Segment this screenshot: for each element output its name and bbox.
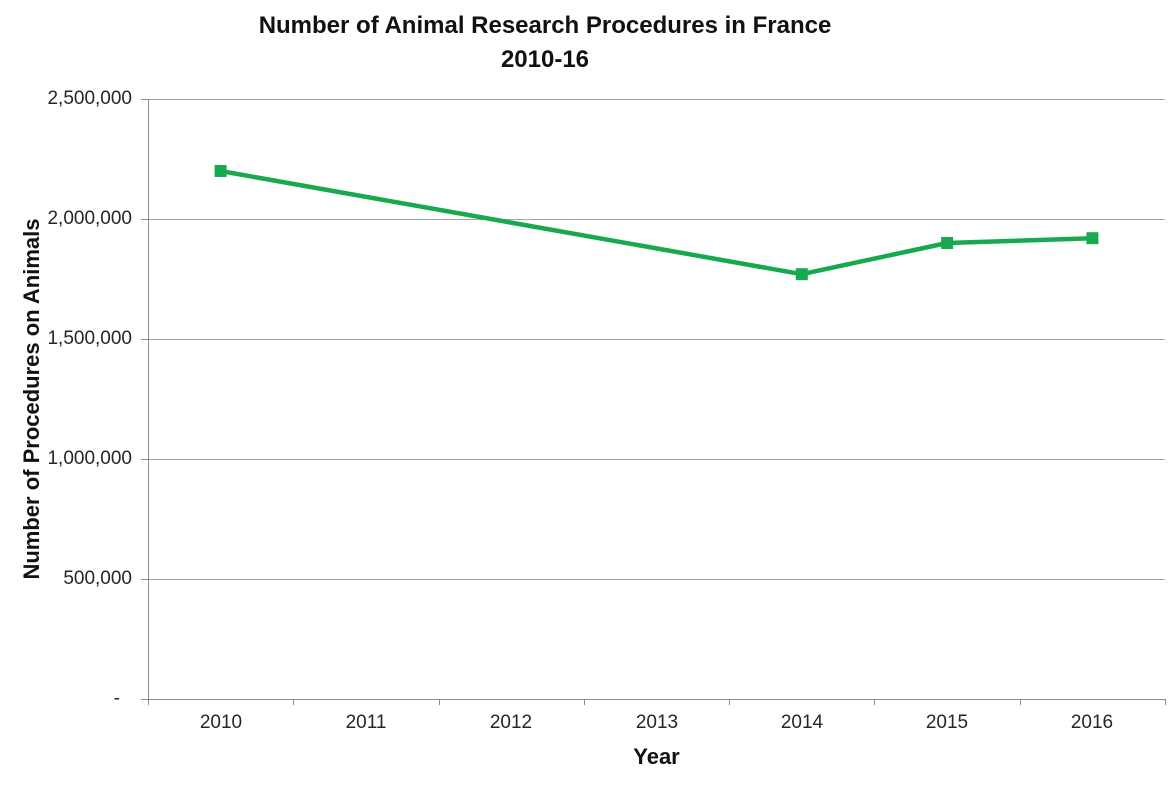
x-tick-label: 2014 <box>780 712 824 733</box>
x-tick-label: 2013 <box>635 712 679 733</box>
y-tick-label: 2,000,000 <box>47 208 132 229</box>
x-tick-label: 2016 <box>1070 712 1114 733</box>
y-tick-label: - <box>113 688 120 709</box>
x-tick-label: 2012 <box>489 712 533 733</box>
x-tick-label: 2011 <box>345 712 387 733</box>
series-line <box>220 168 1093 277</box>
x-tick-label: 2010 <box>199 712 243 733</box>
chart-title-line1: Number of Animal Research Procedures in … <box>258 12 832 39</box>
y-tick-label: 1,000,000 <box>47 448 132 469</box>
y-tick-label: 1,500,000 <box>47 328 132 349</box>
y-tick-label: 500,000 <box>63 568 132 589</box>
y-tick-label: 2,500,000 <box>47 88 132 109</box>
data-point-marker <box>795 268 808 281</box>
data-point-marker <box>1086 232 1099 245</box>
data-point-marker <box>941 237 954 249</box>
x-axis-title: Year <box>633 744 680 769</box>
x-tick-label: 2015 <box>925 712 969 733</box>
chart-title-line2: 2010-16 <box>500 46 590 73</box>
data-point-marker <box>214 165 227 177</box>
chart-title: Number of Animal Research Procedures in … <box>0 9 1090 77</box>
